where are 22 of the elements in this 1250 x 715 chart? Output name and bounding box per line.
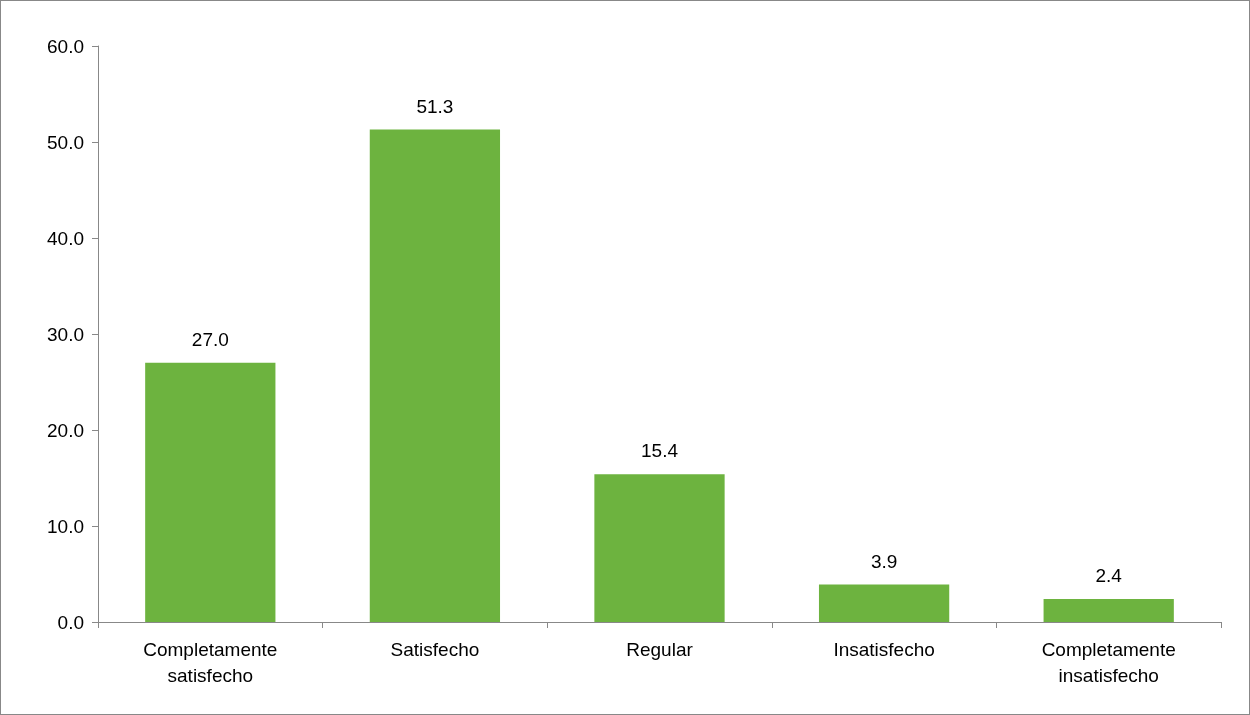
bar: [594, 474, 725, 622]
data-label: 3.9: [870, 550, 898, 572]
data-label: 27.0: [191, 328, 229, 350]
data-label: 2.4: [1095, 564, 1123, 586]
y-tick-label: 60.0: [47, 35, 84, 57]
bar: [369, 129, 501, 622]
x-tick-label: Satisfecho: [390, 638, 480, 660]
x-tick-label: Completamente satisfecho: [143, 638, 278, 686]
x-tick-label: Completamente insatisfecho: [1041, 638, 1176, 686]
y-tick-label: 20.0: [47, 419, 84, 441]
bar: [145, 362, 276, 622]
bar: [1043, 598, 1174, 622]
y-tick-label: 40.0: [47, 227, 84, 249]
x-tick-label: Regular: [626, 638, 694, 660]
data-label: 15.4: [641, 440, 679, 462]
x-tick-label: Insatisfecho: [833, 638, 935, 660]
y-tick-label: 0.0: [57, 611, 84, 633]
data-label: 51.3: [416, 95, 454, 117]
y-tick-label: 10.0: [47, 515, 84, 537]
y-tick-label: 50.0: [47, 131, 84, 153]
y-tick-label: 30.0: [47, 323, 84, 345]
bar: [818, 584, 950, 622]
